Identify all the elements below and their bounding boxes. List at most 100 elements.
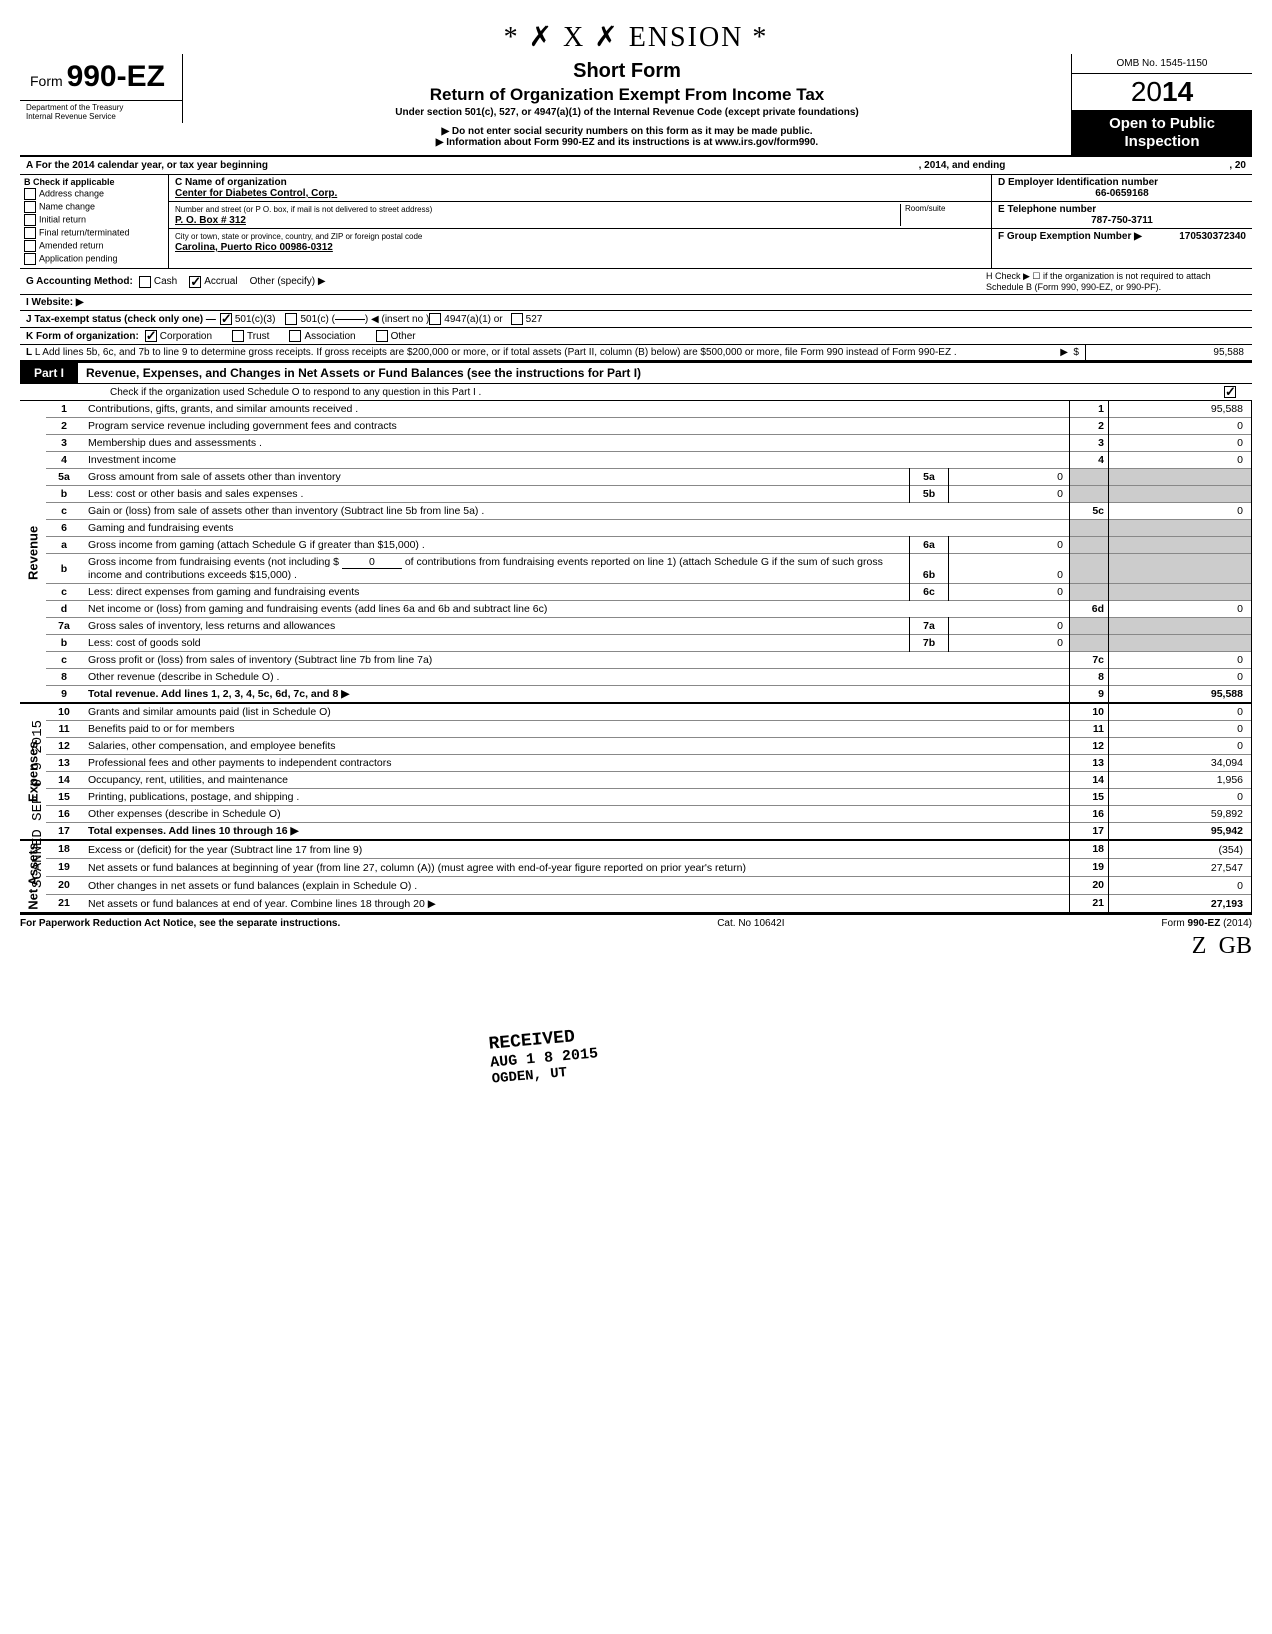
chk-name-change[interactable]: Name change <box>24 201 164 213</box>
line-1: Revenue 1 Contributions, gifts, grants, … <box>20 401 1252 418</box>
chk-accrual[interactable] <box>189 276 201 288</box>
line-6c: c Less: direct expenses from gaming and … <box>20 584 1252 601</box>
line-19: 19 Net assets or fund balances at beginn… <box>20 858 1252 876</box>
column-d: D Employer Identification number 66-0659… <box>992 175 1252 268</box>
form-header: Form 990-EZ Department of the Treasury I… <box>20 54 1252 157</box>
chk-pending[interactable]: Application pending <box>24 253 164 265</box>
ein-value: 66-0659168 <box>998 188 1246 199</box>
form-number-block: Form 990-EZ <box>20 54 183 100</box>
row-a-left: A For the 2014 calendar year, or tax yea… <box>20 157 274 174</box>
c-label: C Name of organization <box>175 177 287 188</box>
chk-final-return[interactable]: Final return/terminated <box>24 227 164 239</box>
line-20: 20 Other changes in net assets or fund b… <box>20 876 1252 894</box>
column-c: C Name of organization Center for Diabet… <box>169 175 992 268</box>
addr-label: Number and street (or P O. box, if mail … <box>175 205 432 214</box>
chk-501c3[interactable] <box>220 313 232 325</box>
header-grid: B Check if applicable Address change Nam… <box>20 175 1252 269</box>
city-label: City or town, state or province, country… <box>175 232 422 241</box>
chk-cash[interactable] <box>139 276 151 288</box>
note-2: ▶ Information about Form 990-EZ and its … <box>193 137 1061 148</box>
line-7c: c Gross profit or (loss) from sales of i… <box>20 652 1252 669</box>
row-j: J Tax-exempt status (check only one) — 5… <box>20 311 1252 328</box>
g-other: Other (specify) ▶ <box>250 276 326 287</box>
d-label: D Employer Identification number <box>998 177 1158 188</box>
chk-initial-return[interactable]: Initial return <box>24 214 164 226</box>
line-8: 8 Other revenue (describe in Schedule O)… <box>20 669 1252 686</box>
chk-4947[interactable] <box>429 313 441 325</box>
stamp-received: RECEIVED AUG 1 8 2015 OGDEN, UT <box>488 1025 600 1087</box>
city-value: Carolina, Puerto Rico 00986-0312 <box>175 242 333 253</box>
line-9: 9 Total revenue. Add lines 1, 2, 3, 4, 5… <box>20 686 1252 704</box>
room-suite-label: Room/suite <box>900 204 985 226</box>
main-title: Return of Organization Exempt From Incom… <box>193 85 1061 105</box>
side-revenue: Revenue <box>20 401 46 703</box>
chk-527[interactable] <box>511 313 523 325</box>
row-a: A For the 2014 calendar year, or tax yea… <box>20 157 1252 175</box>
form-prefix: Form <box>30 73 63 89</box>
f-label: F Group Exemption Number ▶ <box>998 231 1142 242</box>
line-10: Expenses 10 Grants and similar amounts p… <box>20 703 1252 721</box>
row-k: K Form of organization: Corporation Trus… <box>20 328 1252 345</box>
part-1-check-row: Check if the organization used Schedule … <box>20 384 1252 401</box>
chk-schedule-o[interactable] <box>1224 386 1236 398</box>
row-a-mid: , 2014, and ending <box>913 157 1012 174</box>
omb-number: OMB No. 1545-1150 <box>1072 54 1252 74</box>
right-column: OMB No. 1545-1150 2014 Open to Public In… <box>1071 54 1252 155</box>
chk-address-change[interactable]: Address change <box>24 188 164 200</box>
hand-initials: GB <box>1219 933 1252 959</box>
footer-right: Form 990-EZ (2014) <box>1161 918 1252 929</box>
footer-mid: Cat. No 10642I <box>717 918 784 929</box>
row-i: I Website: ▶ <box>20 295 1252 311</box>
part-1-header: Part I Revenue, Expenses, and Changes in… <box>20 361 1252 384</box>
line-15: 15 Printing, publications, postage, and … <box>20 789 1252 806</box>
line-21: 21 Net assets or fund balances at end of… <box>20 894 1252 912</box>
chk-corporation[interactable] <box>145 330 157 342</box>
line-5c: c Gain or (loss) from sale of assets oth… <box>20 503 1252 520</box>
row-l: L L Add lines 5b, 6c, and 7b to line 9 t… <box>20 345 1252 361</box>
line-13: 13 Professional fees and other payments … <box>20 755 1252 772</box>
group-number: 170530372340 <box>1179 231 1246 242</box>
open-to-public: Open to Public Inspection <box>1072 111 1252 155</box>
l-amount: 95,588 <box>1085 345 1252 360</box>
g-label: G Accounting Method: <box>26 276 133 287</box>
main-table: Revenue 1 Contributions, gifts, grants, … <box>20 401 1252 914</box>
line-6a: a Gross income from gaming (attach Sched… <box>20 537 1252 554</box>
chk-amended[interactable]: Amended return <box>24 240 164 252</box>
subtitle: Under section 501(c), 527, or 4947(a)(1)… <box>193 107 1061 118</box>
chk-trust[interactable] <box>232 330 244 342</box>
stamp-scanned: SCANNED SEP 0 9 2015 <box>30 720 46 888</box>
line-17: 17 Total expenses. Add lines 10 through … <box>20 823 1252 841</box>
short-form-title: Short Form <box>193 60 1061 83</box>
handwritten-header: * ✗ X ✗ ENSION * <box>20 20 1252 54</box>
tax-year: 2014 <box>1072 74 1252 111</box>
footer-left: For Paperwork Reduction Act Notice, see … <box>20 918 340 929</box>
j-label: J Tax-exempt status (check only one) — <box>26 314 216 325</box>
part-1-title: Revenue, Expenses, and Changes in Net As… <box>78 363 649 383</box>
k-label: K Form of organization: <box>26 331 139 342</box>
line-18: Net Assets 18 Excess or (deficit) for th… <box>20 840 1252 858</box>
chk-501c[interactable] <box>285 313 297 325</box>
line-5a: 5a Gross amount from sale of assets othe… <box>20 469 1252 486</box>
line-11: 11 Benefits paid to or for members 11 0 <box>20 721 1252 738</box>
line-6: 6 Gaming and fundraising events <box>20 520 1252 537</box>
footer: For Paperwork Reduction Act Notice, see … <box>20 914 1252 929</box>
column-b: B Check if applicable Address change Nam… <box>20 175 169 268</box>
chk-other[interactable] <box>376 330 388 342</box>
line-7b: b Less: cost of goods sold 7b 0 <box>20 635 1252 652</box>
part-1-label: Part I <box>20 363 78 383</box>
phone-value: 787-750-3711 <box>998 215 1246 226</box>
line-14: 14 Occupancy, rent, utilities, and maint… <box>20 772 1252 789</box>
line-6d: d Net income or (loss) from gaming and f… <box>20 601 1252 618</box>
form-number: 990-EZ <box>67 60 165 93</box>
l-text: L Add lines 5b, 6c, and 7b to line 9 to … <box>35 347 957 358</box>
title-block: Short Form Return of Organization Exempt… <box>183 54 1071 152</box>
chk-association[interactable] <box>289 330 301 342</box>
street-address: P. O. Box # 312 <box>175 215 246 226</box>
e-label: E Telephone number <box>998 204 1096 215</box>
part-1-check-text: Check if the organization used Schedule … <box>110 387 481 398</box>
hand-z: Z <box>1192 933 1207 959</box>
row-a-right: , 20 <box>1223 157 1252 174</box>
department: Department of the Treasury Internal Reve… <box>20 100 183 123</box>
line-2: 2 Program service revenue including gove… <box>20 418 1252 435</box>
line-3: 3 Membership dues and assessments . 3 0 <box>20 435 1252 452</box>
